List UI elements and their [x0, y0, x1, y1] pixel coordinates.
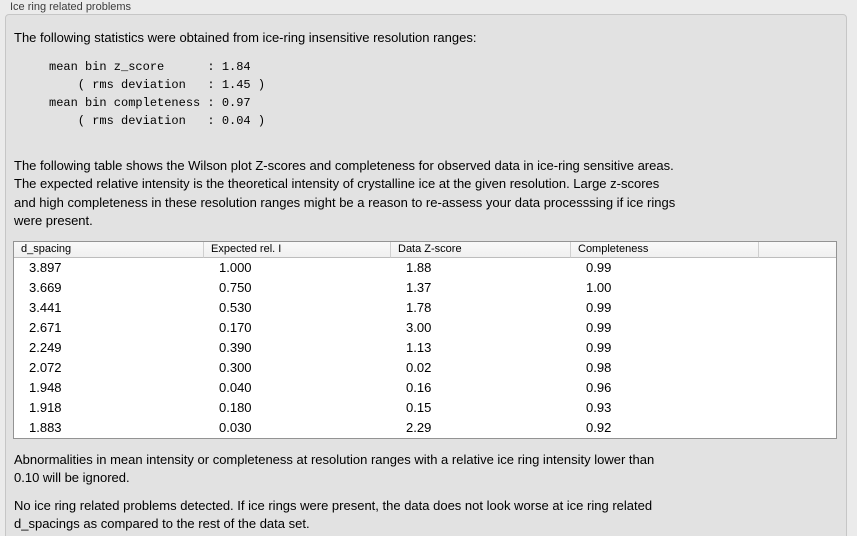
table-cell: 0.02: [406, 360, 432, 376]
table-cell: 1.00: [586, 280, 612, 296]
table-cell: 1.37: [406, 280, 432, 296]
table-cell: 2.671: [29, 320, 62, 336]
table-cell: 3.441: [29, 300, 62, 316]
table-row[interactable]: 2.671 0.170 3.00 0.99: [14, 318, 836, 338]
table-cell: 1.948: [29, 380, 62, 396]
table-cell-filler: [759, 398, 836, 418]
table-row[interactable]: 3.669 0.750 1.37 1.00: [14, 278, 836, 298]
table-cell: 0.98: [586, 360, 612, 376]
column-header[interactable]: Expected rel. I: [204, 241, 391, 258]
table-cell: 0.93: [586, 400, 612, 416]
table-cell: 2.29: [406, 420, 432, 436]
intro-text: The following statistics were obtained f…: [14, 30, 477, 45]
table-cell: 1.13: [406, 340, 432, 356]
table-cell: 3.669: [29, 280, 62, 296]
table-cell: 1.000: [219, 260, 252, 276]
table-cell: 0.96: [586, 380, 612, 396]
table-row[interactable]: 2.072 0.300 0.02 0.98: [14, 358, 836, 378]
table-cell: 0.300: [219, 360, 252, 376]
table-cell: 0.15: [406, 400, 432, 416]
column-header[interactable]: d_spacing: [14, 241, 204, 258]
table-cell: 0.99: [586, 260, 612, 276]
stats-block: mean bin z_score : 1.84 ( rms deviation …: [49, 59, 266, 129]
table-cell: 0.99: [586, 340, 612, 356]
table-cell: 1.78: [406, 300, 432, 316]
table-cell: 0.750: [219, 280, 252, 296]
column-header[interactable]: Data Z-score: [391, 241, 571, 258]
table-cell: 0.030: [219, 420, 252, 436]
table-cell: 1.918: [29, 400, 62, 416]
table-row[interactable]: 1.948 0.040 0.16 0.96: [14, 378, 836, 398]
conclusion-text: No ice ring related problems detected. I…: [14, 497, 653, 532]
table-cell: 1.883: [29, 420, 62, 436]
table-cell: 0.390: [219, 340, 252, 356]
table-cell: 0.92: [586, 420, 612, 436]
table-header-row: d_spacing Expected rel. I Data Z-score Comp…: [14, 241, 836, 258]
table-cell-filler: [759, 338, 836, 358]
table-cell-filler: [759, 298, 836, 318]
table-cell-filler: [759, 378, 836, 398]
table-cell: 0.170: [219, 320, 252, 336]
table-header: d_spacing Expected rel. I Data Z-score Comp…: [14, 241, 836, 258]
table-cell: 0.16: [406, 380, 432, 396]
table-cell: 3.00: [406, 320, 432, 336]
table-cell: 0.99: [586, 320, 612, 336]
table-cell: 0.530: [219, 300, 252, 316]
table-cell: 0.99: [586, 300, 612, 316]
table-cell: 0.180: [219, 400, 252, 416]
ignore-note-text: Abnormalities in mean intensity or compl…: [14, 451, 655, 486]
table-cell-filler: [759, 358, 836, 378]
ice-ring-table[interactable]: d_spacing Expected rel. I Data Z-score Comp…: [13, 240, 837, 439]
ice-ring-groupbox: The following statistics were obtained f…: [5, 14, 847, 536]
table-cell: 3.897: [29, 260, 62, 276]
table-row[interactable]: 2.249 0.390 1.13 0.99: [14, 338, 836, 358]
table-cell: 2.072: [29, 360, 62, 376]
description-text: The following table shows the Wilson plo…: [14, 157, 676, 229]
table-row[interactable]: 1.883 0.030 2.29 0.92: [14, 418, 836, 438]
table-cell-filler: [759, 418, 836, 438]
table-cell: 2.249: [29, 340, 62, 356]
table-cell-filler: [759, 258, 836, 278]
table-row[interactable]: 3.897 1.000 1.88 0.99: [14, 258, 836, 278]
groupbox-title: Ice ring related problems: [10, 1, 132, 13]
column-header[interactable]: Completeness: [571, 241, 759, 258]
table-cell-filler: [759, 278, 836, 298]
table-cell-filler: [759, 318, 836, 338]
table-row[interactable]: 1.918 0.180 0.15 0.93: [14, 398, 836, 418]
table-cell: 0.040: [219, 380, 252, 396]
table-cell: 1.88: [406, 260, 432, 276]
table-row[interactable]: 3.441 0.530 1.78 0.99: [14, 298, 836, 318]
column-header-filler: [759, 241, 836, 258]
